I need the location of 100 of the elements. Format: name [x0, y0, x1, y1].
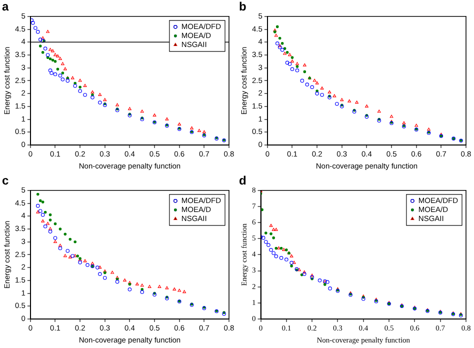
point: [377, 110, 381, 113]
point: [274, 34, 278, 37]
point: [365, 104, 368, 108]
point: [148, 284, 152, 288]
point: [53, 236, 58, 240]
point: [123, 278, 126, 282]
point: [266, 243, 270, 247]
point: [279, 256, 284, 260]
point: [275, 42, 280, 46]
point: [190, 126, 194, 130]
point: [427, 128, 430, 131]
point: [302, 63, 306, 66]
point: [283, 52, 286, 55]
point: [73, 84, 78, 88]
point: [58, 246, 62, 250]
point: [38, 38, 42, 42]
point: [83, 259, 87, 262]
point: [63, 67, 67, 70]
point: [264, 240, 268, 244]
point: [36, 204, 40, 208]
point: [332, 94, 336, 98]
point: [61, 62, 64, 66]
point: [178, 122, 182, 126]
point: [269, 248, 273, 252]
point: [335, 102, 339, 106]
point: [272, 228, 276, 231]
point: [58, 244, 62, 247]
point: [41, 36, 45, 40]
point: [86, 263, 90, 267]
point: [83, 92, 87, 97]
point: [115, 280, 120, 284]
point: [140, 110, 144, 113]
point: [272, 251, 276, 255]
point: [102, 276, 107, 280]
point: [292, 260, 296, 264]
chart-title: a: [2, 0, 9, 14]
point: [46, 30, 50, 33]
point: [295, 68, 300, 72]
point: [43, 46, 48, 50]
point: [158, 284, 162, 288]
point: [60, 78, 65, 82]
point: [48, 230, 52, 234]
chart-title: b: [239, 0, 246, 14]
point: [90, 90, 94, 94]
point: [116, 103, 119, 106]
chart-title: d: [239, 174, 246, 188]
point: [38, 209, 42, 213]
point: [312, 78, 316, 82]
point: [328, 286, 332, 290]
point: [98, 92, 102, 96]
point: [83, 84, 87, 87]
point: [41, 219, 45, 222]
point: [328, 90, 332, 94]
point: [48, 68, 52, 72]
point: [78, 89, 82, 93]
point: [340, 98, 344, 102]
point: [282, 248, 286, 251]
point: [54, 240, 57, 243]
point: [110, 270, 114, 274]
point: [290, 254, 294, 258]
point: [98, 100, 102, 104]
point: [128, 107, 132, 110]
point: [182, 290, 186, 294]
point: [40, 212, 45, 217]
point: [70, 76, 74, 80]
point: [305, 82, 310, 86]
point: [165, 286, 169, 290]
point: [135, 282, 139, 286]
point: [90, 96, 94, 100]
point: [274, 228, 278, 231]
point: [310, 85, 314, 90]
point: [58, 74, 62, 78]
point: [414, 124, 418, 127]
point: [280, 48, 284, 52]
point: [98, 272, 102, 276]
point: [78, 78, 82, 82]
point: [36, 30, 40, 34]
point: [315, 92, 319, 96]
point: [390, 114, 394, 118]
point: [58, 56, 62, 60]
point: [302, 272, 306, 276]
point: [277, 246, 280, 250]
point: [288, 62, 292, 66]
point: [296, 62, 299, 66]
point: [261, 236, 266, 240]
point: [290, 67, 294, 72]
point: [290, 60, 294, 63]
point: [90, 262, 94, 265]
point: [43, 224, 48, 228]
point: [165, 117, 169, 120]
point: [46, 222, 50, 225]
point: [140, 284, 144, 287]
point: [202, 130, 206, 134]
point: [178, 288, 182, 292]
point: [274, 254, 278, 258]
point: [152, 114, 156, 117]
point: [355, 100, 358, 104]
point: [288, 53, 292, 56]
point: [78, 260, 82, 264]
point: [290, 260, 294, 265]
